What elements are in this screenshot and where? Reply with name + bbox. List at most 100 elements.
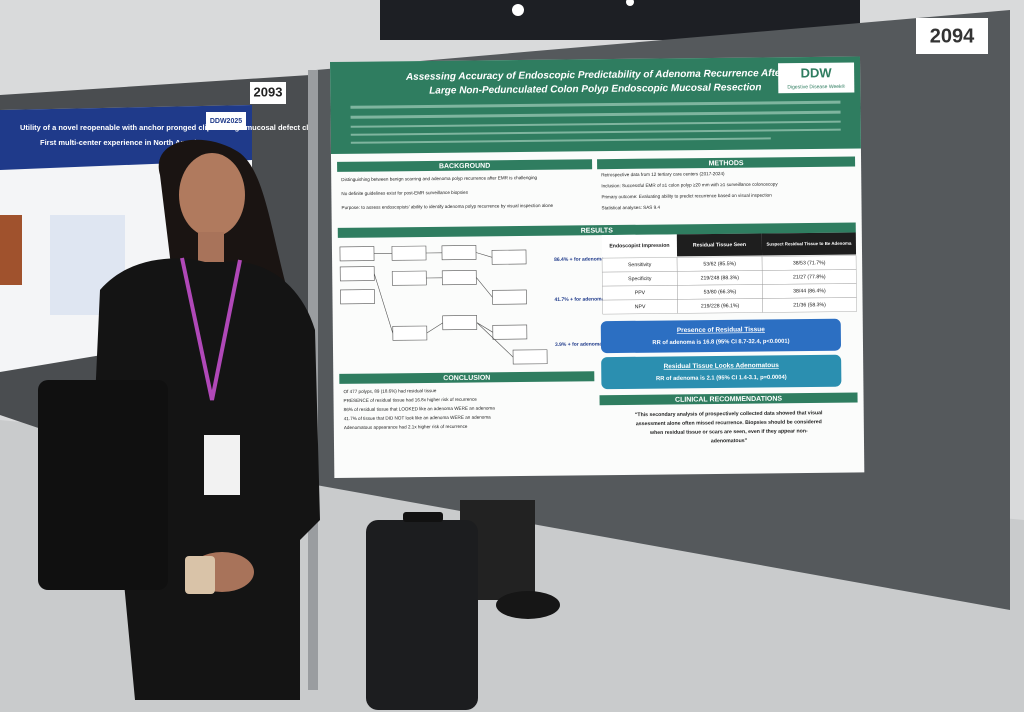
- left-poster-title: First multi-center experience in North A…: [40, 138, 206, 147]
- section-bar: [337, 222, 856, 238]
- section-heading: RESULTS: [581, 227, 614, 234]
- conclusion-line: 86% of residual tissue that LOOKED like …: [344, 406, 496, 413]
- lanyard: [180, 257, 242, 401]
- table-cell: [762, 297, 857, 313]
- badge: [204, 435, 240, 495]
- table-cell-text: 21/27 (77.8%): [793, 274, 826, 280]
- poster-logo-box: [778, 62, 855, 94]
- poster-title: Assessing Accuracy of Endoscopic Predict…: [405, 68, 786, 83]
- table-cell-text: 21/36 (58.3%): [793, 302, 826, 308]
- neck: [198, 232, 224, 262]
- table-cell-text: 219/248 (88.3%): [701, 275, 740, 281]
- poster-logo: DDW: [801, 65, 833, 80]
- table-cell-text: 53/80 (66.3%): [704, 289, 737, 295]
- result-box-title: Residual Tissue Looks Adenomatous: [664, 362, 780, 370]
- face: [179, 153, 245, 237]
- recommendation-line: assessment alone often missed recurrence…: [636, 419, 822, 427]
- flow-box: [391, 245, 427, 261]
- table-cell-text: 38/44 (86.4%): [793, 288, 826, 294]
- recommendation-line: "This secondary analysis of prospectivel…: [635, 410, 823, 418]
- bullet: No definite guidelines exist for post-EM…: [341, 190, 468, 196]
- flow-box: [442, 315, 478, 331]
- board-number: 2094: [930, 25, 975, 47]
- flow-result: 86.4% + for adenoma: [554, 256, 604, 263]
- result-box-text: RR of adenoma is 16.8 (95% CI 8.7-32.4, …: [652, 339, 789, 346]
- table-cell-text: Sensitivity: [628, 262, 652, 268]
- author-line: [350, 100, 841, 109]
- method-line: Primary outcome: Evaluating ability to p…: [601, 193, 772, 200]
- flow-result: 3.9% + for adenoma: [555, 341, 602, 347]
- author-line: [350, 110, 841, 119]
- phone: [185, 556, 215, 594]
- poster-title: Large Non-Pedunculated Colon Polyp Endos…: [429, 82, 761, 96]
- ceiling-light: [512, 4, 524, 16]
- conclusion-line: Of 477 polyps, 89 (18.6%) had residual t…: [343, 388, 436, 394]
- flow-box: [491, 249, 527, 265]
- bullet: Distinguishing between benign scarring a…: [341, 175, 537, 182]
- ceiling-light: [626, 0, 634, 6]
- table-cell-text: 53/62 (85.5%): [703, 261, 736, 267]
- conclusion-line: PRESENCE of residual tissue had 16.8x hi…: [344, 397, 478, 403]
- flow-arrows: [373, 252, 514, 358]
- section-bar: [599, 392, 858, 406]
- left-poster-image: [0, 215, 22, 285]
- section-bar: [597, 156, 856, 170]
- method-line: Statistical analyses: SAS 9.4: [602, 205, 661, 211]
- section-heading: BACKGROUND: [439, 163, 490, 171]
- board-number-card: [916, 18, 988, 54]
- recommendation-line: adenomatous": [711, 438, 748, 444]
- flow-box: [339, 246, 375, 262]
- suitcase-handle: [403, 512, 443, 522]
- section-heading: METHODS: [709, 160, 744, 167]
- flow-box: [392, 325, 428, 341]
- flow-box: [492, 289, 527, 305]
- conclusion-line: 41.7% of tissue that DID NOT look like a…: [344, 415, 491, 422]
- table-cell-text: Specificity: [628, 276, 652, 282]
- bullet: Purpose: to assess endoscopists' ability…: [341, 203, 553, 210]
- flow-box: [391, 270, 427, 286]
- left-poster-logo: DDW2025: [210, 118, 242, 125]
- board-number: 2093: [254, 84, 283, 99]
- board-number-card: [250, 82, 286, 104]
- flow-box: [339, 266, 375, 282]
- poster: Assessing Accuracy of Endoscopic Predict…: [330, 56, 865, 478]
- section-bar: [337, 159, 593, 172]
- suitcase: [366, 520, 478, 710]
- section-heading: CLINICAL RECOMMENDATIONS: [675, 396, 782, 404]
- shoe: [496, 591, 560, 619]
- affiliation-line: [350, 137, 771, 144]
- table-header-cell: [761, 232, 857, 256]
- result-box: [601, 354, 842, 390]
- result-box-text: RR of adenoma is 2.1 (95% CI 1.4-3.1, p=…: [656, 375, 787, 382]
- flow-box: [441, 270, 477, 286]
- flow-box: [340, 289, 375, 305]
- table-cell-text: 38/53 (71.7%): [793, 260, 826, 266]
- left-poster-logo-box: [206, 112, 246, 130]
- flow-result: 41.7% + for adenoma: [554, 296, 604, 303]
- table-header: Endoscopist Impression: [609, 243, 669, 250]
- table-cell-text: NPV: [635, 304, 646, 310]
- section-bar: [339, 371, 595, 384]
- result-box-title: Presence of Residual Tissue: [677, 326, 765, 334]
- section-heading: CONCLUSION: [443, 375, 490, 382]
- table-header: Suspect Residual Tissue to Be Adenoma: [766, 241, 852, 247]
- recommendation-line: when residual tissue or scars are seen, …: [649, 428, 808, 436]
- poster-logo-subtitle: Digestive Disease Week®: [787, 83, 845, 91]
- affiliation-line: [350, 120, 841, 128]
- affiliation-line: [350, 128, 841, 136]
- flow-box: [512, 349, 548, 365]
- conclusion-line: Adenomatous appearance had 2.1x higher r…: [344, 424, 468, 430]
- table-header: Residual Tissue Seen: [693, 242, 746, 249]
- flow-box: [441, 245, 477, 261]
- table-cell-text: 219/228 (96.1%): [701, 303, 740, 309]
- method-line: Retrospective data from 12 tertiary care…: [601, 171, 725, 177]
- table-cell-text: PPV: [635, 290, 646, 296]
- table-header-cell: [601, 234, 678, 258]
- method-line: Inclusion: Successful EMR of ≥1 colon po…: [601, 182, 778, 189]
- flow-box: [492, 324, 528, 340]
- table-header-cell: [676, 233, 763, 257]
- tote-bag: [38, 380, 168, 590]
- left-poster-title: Utility of a novel reopenable with ancho…: [20, 123, 329, 132]
